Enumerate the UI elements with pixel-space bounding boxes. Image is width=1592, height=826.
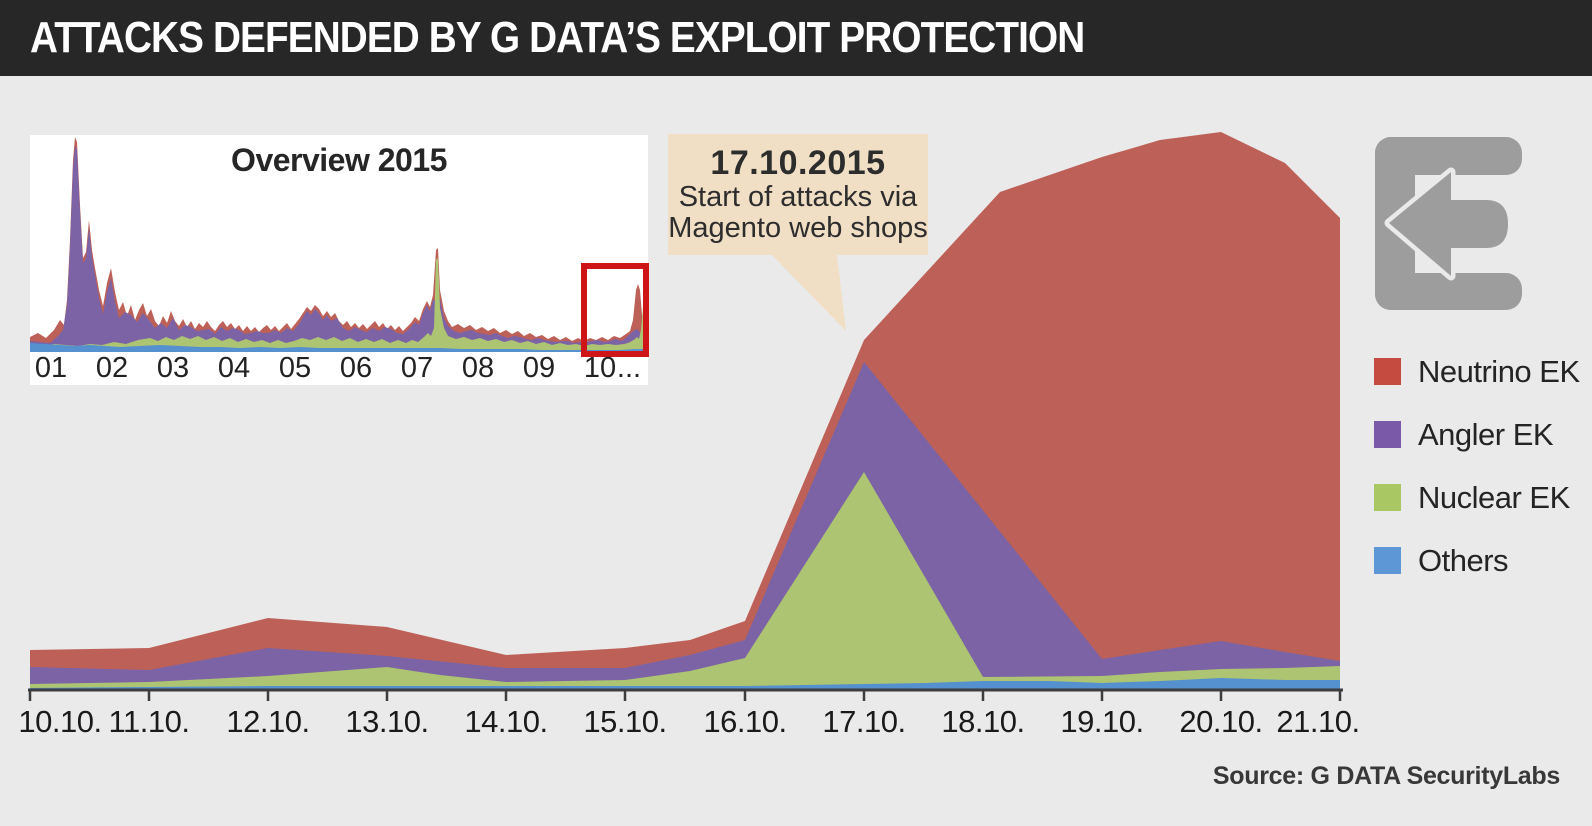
- inset-month-label: ...: [616, 352, 642, 384]
- speech-bubble: [668, 134, 928, 331]
- main-stacked-area-chart: [30, 132, 1340, 690]
- legend-swatch: [1374, 547, 1401, 574]
- legend-item: Nuclear EK: [1374, 480, 1592, 515]
- exit-arrow-icon: [1375, 137, 1522, 310]
- legend-label: Nuclear EK: [1418, 479, 1570, 515]
- page-title: ATTACKS DEFENDED BY G DATA’S EXPLOIT PRO…: [30, 13, 1085, 62]
- callout-line-2: Magento web shops: [668, 212, 928, 245]
- legend-label: Others: [1418, 542, 1509, 578]
- inset-month-label: 10: [583, 352, 617, 384]
- x-axis-label: 18.10.: [941, 704, 1025, 739]
- inset-month-label: 06: [339, 352, 373, 384]
- inset-month-label: 05: [278, 352, 312, 384]
- x-axis-label: 16.10.: [703, 704, 787, 739]
- inset-angler-area: [30, 146, 648, 352]
- legend-item: Neutrino EK: [1374, 354, 1592, 389]
- legend-swatch: [1374, 358, 1401, 385]
- callout-line-1: Start of attacks via: [678, 181, 918, 214]
- source-credit: Source: G DATA SecurityLabs: [1212, 762, 1560, 790]
- speech-bubble-body: [668, 134, 928, 255]
- legend-label: Neutrino EK: [1418, 353, 1580, 389]
- inset-month-label: 01: [34, 352, 68, 384]
- main-angler-area: [30, 362, 1340, 690]
- legend-label: Angler EK: [1418, 416, 1554, 452]
- x-axis-label: 17.10.: [822, 704, 906, 739]
- legend-item: Angler EK: [1374, 417, 1592, 452]
- x-axis-label: 11.10.: [108, 704, 190, 739]
- inset-highlight-box: [581, 263, 649, 357]
- inset-others-area: [30, 343, 648, 352]
- x-axis-label: 19.10.: [1060, 704, 1144, 739]
- overview-inset-chart: [30, 135, 649, 385]
- x-axis-label: 12.10.: [226, 704, 310, 739]
- inset-month-label: 07: [400, 352, 434, 384]
- main-others-area: [30, 678, 1340, 690]
- main-x-axis: [28, 688, 1343, 701]
- inset-month-label: 03: [156, 352, 190, 384]
- legend-swatch: [1374, 421, 1401, 448]
- speech-bubble-tail: [772, 255, 846, 331]
- title-bar: ATTACKS DEFENDED BY G DATA’S EXPLOIT PRO…: [0, 0, 1592, 76]
- callout-date: 17.10.2015: [710, 144, 886, 183]
- x-axis-label: 14.10.: [464, 704, 548, 739]
- x-axis-label: 13.10.: [345, 704, 429, 739]
- x-axis-label: 21.10.: [1276, 704, 1360, 739]
- inset-month-label: 04: [217, 352, 251, 384]
- icon-left-arrow: [1384, 167, 1513, 281]
- x-axis-label: 20.10.: [1179, 704, 1263, 739]
- inset-month-label: 09: [522, 352, 556, 384]
- inset-month-label: 02: [95, 352, 129, 384]
- inset-title: Overview 2015: [231, 142, 447, 178]
- legend: Neutrino EK Angler EK Nuclear EK Others: [1374, 354, 1592, 610]
- legend-item: Others: [1374, 543, 1592, 578]
- callout-annotation: 17.10.2015 Start of attacks via Magento …: [668, 138, 928, 252]
- x-axis-label: 15.10.: [583, 704, 667, 739]
- inset-month-label: 08: [461, 352, 495, 384]
- legend-swatch: [1374, 484, 1401, 511]
- x-axis-label: 10.10.: [18, 704, 102, 739]
